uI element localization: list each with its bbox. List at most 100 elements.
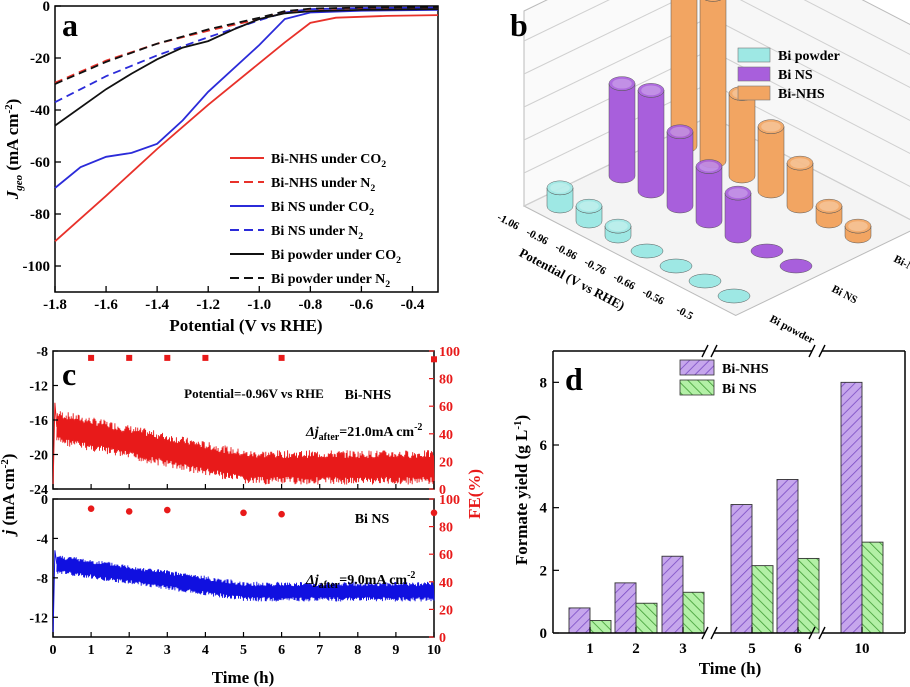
d-bar-0-0 — [568, 607, 591, 634]
c-y2tick-label: 20 — [439, 455, 453, 470]
c-delta-annotation-1: Δjafter=9.0mA cm-2 — [305, 570, 415, 591]
svg-text:j (mA cm-2): j (mA cm-2) — [0, 454, 18, 538]
b-potential-tick-label: -1.06 — [495, 211, 521, 233]
d-bar-1-2 — [682, 591, 705, 634]
d-xtick-label: 2 — [632, 641, 640, 657]
b-bar-flat-0-5 — [688, 273, 722, 289]
b-bar-flat-1-5 — [750, 243, 784, 259]
c-y2tick-label: 40 — [439, 428, 453, 443]
a-ytick-label: -40 — [30, 103, 50, 119]
a-series-line-0 — [54, 14, 439, 242]
a-xtick-label: -0.8 — [298, 297, 322, 313]
d-ytick-label: 4 — [540, 501, 548, 517]
c-delta-annotation-0: Δjafter=21.0mA cm-2 — [305, 422, 422, 443]
c-y2tick-label: 0 — [439, 631, 446, 646]
b-bar-top-2-4 — [786, 155, 814, 171]
c-y2tick-label: 80 — [439, 373, 453, 388]
panel-d-formate-yield: 0 2 4 6 8 1 2 3 5 6 10 d Time (h) Formate yield (g… — [512, 344, 906, 678]
c-xtick-label: 6 — [278, 643, 285, 658]
b-bar-highlight-1-4 — [728, 188, 748, 199]
a-series-line-2 — [54, 9, 439, 189]
d-bar-1-4 — [797, 557, 820, 634]
c-ytick-label: -16 — [29, 414, 48, 429]
c-y2tick-label: 80 — [439, 521, 453, 536]
c-xtick-label: 2 — [126, 643, 133, 658]
d-xtick-label: 5 — [748, 641, 756, 657]
d-bar-1-3 — [751, 565, 774, 634]
b-bar-highlight-2-6 — [848, 221, 868, 232]
b-bar-2-3 — [757, 126, 785, 199]
b-potential-tick-label: -0.5 — [674, 304, 695, 323]
panel-c-ylabel: j (mA cm-2) — [0, 454, 18, 538]
b-bar-top-1-3 — [695, 159, 723, 174]
c-fe-point — [164, 354, 171, 361]
b-potential-tick-label: -0.86 — [553, 241, 579, 263]
d-bar-0-4 — [776, 479, 799, 634]
c-xtick-label: 5 — [240, 643, 247, 658]
b-bar-flat-0-6 — [717, 288, 751, 304]
c-fe-point — [431, 356, 437, 363]
b-bar-highlight-1-1 — [641, 85, 661, 96]
c-start-spike-1 — [52, 550, 58, 638]
a-ytick-label: -20 — [30, 51, 50, 67]
c-y2tick-label: 60 — [439, 400, 453, 415]
c-xtick-label: 0 — [50, 643, 57, 658]
a-xtick-label: -1.0 — [247, 297, 271, 313]
panel-a-frame — [54, 5, 439, 293]
b-bar-highlight-1-2 — [670, 126, 690, 137]
d-axis-break — [710, 626, 718, 640]
b-bar-top-1-2 — [666, 124, 694, 139]
c-fe-point — [278, 510, 285, 518]
b-bar-flat-0-4 — [659, 258, 693, 274]
b-potential-tick-label: -0.96 — [524, 226, 550, 248]
d-xtick-label: 10 — [855, 641, 870, 657]
b-bar-top-1-0 — [608, 76, 636, 91]
c-xtick-label: 7 — [316, 643, 323, 658]
a-legend-label-4: Bi powder under CO2 — [271, 248, 401, 266]
b-gridline — [803, 0, 910, 56]
a-ytick-label: 0 — [43, 0, 51, 15]
b-potential-tick-label: -0.66 — [611, 271, 637, 293]
panel-a-ylabel: Jgeo (mA cm-2) — [3, 99, 25, 201]
c-subplot-label-0: Bi-NHS — [345, 388, 392, 403]
panel-c-y2label: FE(%) — [465, 469, 484, 519]
b-gridline — [523, 0, 610, 42]
b-legend-swatch-1 — [737, 66, 771, 82]
a-series-line-1 — [54, 6, 439, 84]
c-fe-point — [202, 354, 209, 361]
panel-c-xlabel: Time (h) — [212, 668, 275, 687]
panel-a-xlabel: Potential (V vs RHE) — [169, 316, 322, 335]
b-bar-2-2 — [728, 93, 756, 184]
svg-text:FE(%): FE(%) — [465, 469, 484, 519]
panel-d-legend: Bi-NHS Bi NS — [679, 359, 769, 397]
c-fe-point — [430, 509, 438, 517]
b-bar-top-2-6 — [844, 218, 872, 234]
svg-text:Formate yield (g L-1): Formate yield (g L-1) — [512, 415, 531, 565]
a-xtick-label: -1.4 — [145, 297, 169, 313]
c-y2tick-label: 0 — [439, 483, 446, 498]
c-y2tick-label: 100 — [439, 345, 460, 360]
a-xtick-label: -0.4 — [401, 297, 425, 313]
a-legend-label-1: Bi-NHS under N2 — [271, 176, 375, 194]
d-axis-break — [818, 626, 826, 640]
c-xtick-label: 10 — [427, 643, 441, 658]
b-bar-highlight-1-0 — [612, 78, 632, 89]
c-fe-point — [164, 506, 171, 514]
b-bar-1-4 — [724, 193, 752, 244]
panel-c-stability: -8-12-16-20-24 0204060801000-4-8-12020406… — [0, 345, 484, 687]
a-legend-label-2: Bi NS under CO2 — [271, 200, 374, 218]
b-bar-1-1 — [637, 90, 665, 199]
b-bar-highlight-2-3 — [761, 121, 781, 132]
panel-a-letter: a — [62, 7, 78, 43]
b-bar-highlight-1-3 — [699, 161, 719, 172]
panel-b-legend: Bi powder Bi NS Bi-NHS — [737, 47, 840, 102]
a-series-line-4 — [54, 8, 439, 127]
c-ytick-label: -12 — [29, 611, 48, 626]
a-xtick-label: -0.6 — [350, 297, 374, 313]
b-bar-top-1-4 — [724, 185, 752, 201]
b-potential-tick-label: -0.76 — [582, 256, 608, 278]
d-axis-break — [808, 626, 816, 640]
b-gridline — [523, 0, 679, 75]
d-axis-break — [701, 344, 709, 358]
b-bar-highlight-2-4 — [790, 158, 810, 169]
